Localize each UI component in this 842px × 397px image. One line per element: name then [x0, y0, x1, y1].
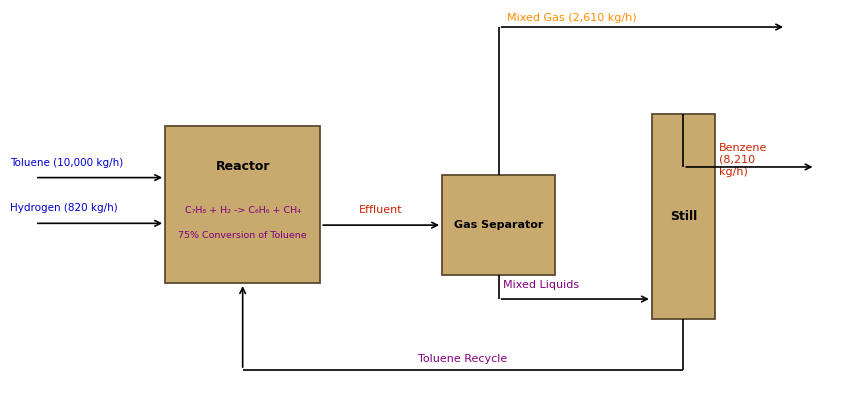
Text: Toluene Recycle: Toluene Recycle [418, 354, 508, 364]
Text: Still: Still [669, 210, 697, 223]
Text: Toluene (10,000 kg/h): Toluene (10,000 kg/h) [10, 158, 123, 168]
Text: Effluent: Effluent [360, 205, 403, 215]
Bar [442, 175, 555, 276]
Text: 75% Conversion of Toluene: 75% Conversion of Toluene [179, 231, 307, 241]
Text: Hydrogen (820 kg/h): Hydrogen (820 kg/h) [10, 204, 118, 214]
Bar [165, 125, 320, 283]
Text: Mixed Liquids: Mixed Liquids [503, 280, 579, 290]
Bar [652, 114, 715, 319]
Text: Mixed Gas (2,610 kg/h): Mixed Gas (2,610 kg/h) [507, 13, 637, 23]
Text: Reactor: Reactor [216, 160, 270, 173]
Text: Benzene
(8,210
kg/h): Benzene (8,210 kg/h) [719, 143, 767, 177]
Text: C₇H₈ + H₂ -> C₆H₆ + CH₄: C₇H₈ + H₂ -> C₆H₆ + CH₄ [184, 206, 301, 215]
Text: Gas Separator: Gas Separator [454, 220, 543, 230]
